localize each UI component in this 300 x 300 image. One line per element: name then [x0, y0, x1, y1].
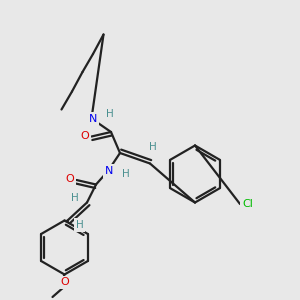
Text: O: O [60, 277, 69, 287]
Text: H: H [71, 193, 79, 203]
Text: N: N [105, 166, 113, 176]
Text: H: H [76, 220, 83, 230]
Text: N: N [89, 113, 97, 124]
Text: O: O [80, 131, 89, 141]
Text: H: H [122, 169, 130, 179]
Text: H: H [106, 109, 113, 119]
Text: O: O [65, 174, 74, 184]
Text: Cl: Cl [242, 199, 253, 209]
Text: H: H [149, 142, 157, 152]
